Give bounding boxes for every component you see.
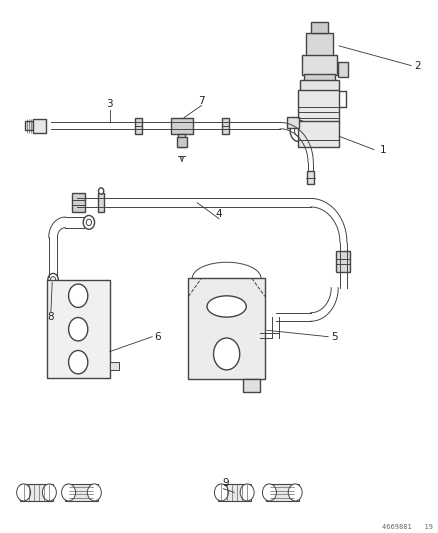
Circle shape [262, 484, 276, 501]
Circle shape [288, 484, 302, 501]
Circle shape [42, 484, 57, 501]
Bar [307, 171, 314, 184]
Bar [297, 122, 339, 147]
Text: 3: 3 [106, 99, 113, 109]
Circle shape [69, 284, 88, 308]
Circle shape [290, 120, 307, 142]
Circle shape [48, 273, 58, 286]
Text: 6: 6 [155, 332, 161, 342]
Bar [302, 55, 337, 75]
Circle shape [215, 484, 228, 501]
Circle shape [50, 277, 56, 283]
Circle shape [69, 351, 88, 374]
Text: 1: 1 [379, 144, 386, 155]
Bar [72, 193, 85, 212]
Bar [338, 62, 348, 77]
Bar [177, 138, 187, 147]
Bar [222, 118, 229, 134]
Text: 4669881   19: 4669881 19 [382, 523, 433, 530]
Bar [171, 118, 193, 134]
Text: 9: 9 [222, 479, 229, 488]
Circle shape [99, 188, 104, 194]
Bar [46, 280, 110, 378]
Bar [188, 278, 265, 379]
Bar [110, 362, 120, 370]
Bar [336, 251, 350, 272]
Bar [32, 119, 46, 133]
Circle shape [294, 126, 303, 136]
Bar [311, 22, 328, 33]
Circle shape [62, 484, 76, 501]
Text: 5: 5 [332, 332, 338, 342]
Polygon shape [178, 157, 185, 162]
Circle shape [240, 484, 254, 501]
Bar [287, 117, 299, 128]
Text: 4: 4 [215, 209, 223, 220]
Bar [178, 134, 185, 147]
Bar [135, 118, 142, 134]
Bar [300, 80, 339, 91]
Bar [306, 33, 332, 56]
Bar [65, 484, 98, 501]
Text: 2: 2 [414, 61, 421, 70]
Circle shape [214, 338, 240, 370]
Circle shape [87, 484, 101, 501]
Circle shape [83, 215, 95, 229]
Bar [297, 90, 339, 123]
Bar [243, 379, 261, 392]
Ellipse shape [207, 296, 246, 317]
Text: 7: 7 [198, 95, 205, 106]
Bar [304, 74, 335, 82]
Bar [99, 193, 104, 212]
Circle shape [86, 219, 92, 225]
Bar [25, 121, 33, 131]
Bar [266, 484, 299, 501]
Bar [218, 484, 251, 501]
Bar [20, 484, 53, 501]
Circle shape [69, 318, 88, 341]
Circle shape [17, 484, 31, 501]
Text: 8: 8 [48, 312, 54, 322]
